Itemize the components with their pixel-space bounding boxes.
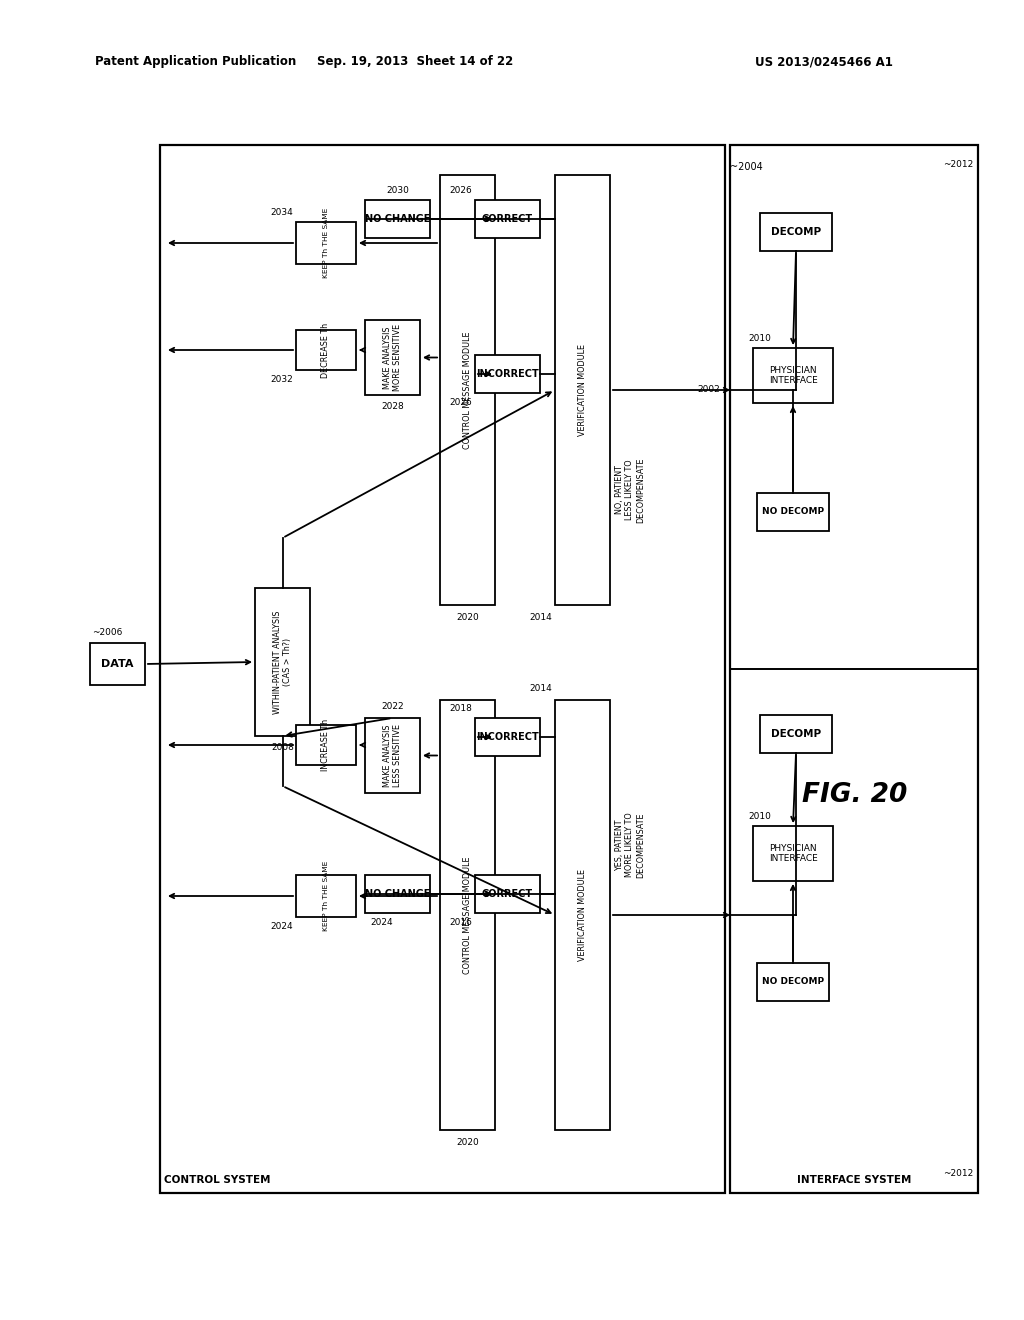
Bar <box>365 201 430 238</box>
Text: 2010: 2010 <box>748 334 771 343</box>
Bar <box>365 875 430 913</box>
Text: 2010: 2010 <box>748 812 771 821</box>
Text: INCORRECT: INCORRECT <box>476 370 539 379</box>
Bar <box>296 330 356 370</box>
Text: 2014: 2014 <box>529 684 552 693</box>
Text: 2020: 2020 <box>456 612 479 622</box>
Text: 2022: 2022 <box>381 702 403 711</box>
Bar <box>90 643 145 685</box>
Text: NO DECOMP: NO DECOMP <box>762 507 824 516</box>
Text: CONTROL SYSTEM: CONTROL SYSTEM <box>164 1175 270 1185</box>
Text: 2018: 2018 <box>450 704 472 713</box>
Text: Patent Application Publication: Patent Application Publication <box>95 55 296 69</box>
Bar <box>475 718 540 756</box>
Bar <box>753 826 833 880</box>
Bar <box>365 319 420 395</box>
Text: 2016: 2016 <box>450 917 472 927</box>
Text: CORRECT: CORRECT <box>482 214 534 224</box>
Bar <box>296 725 356 766</box>
Text: 2026: 2026 <box>450 399 472 407</box>
Bar <box>475 201 540 238</box>
Text: KEEP Th THE SAME: KEEP Th THE SAME <box>323 861 329 931</box>
Text: KEEP Th THE SAME: KEEP Th THE SAME <box>323 207 329 279</box>
Bar <box>760 715 831 752</box>
Text: PHYSICIAN
INTERFACE: PHYSICIAN INTERFACE <box>769 366 817 385</box>
Text: NO CHANGE: NO CHANGE <box>365 888 430 899</box>
Text: NO CHANGE: NO CHANGE <box>365 214 430 224</box>
Text: CONTROL MESSAGE MODULE: CONTROL MESSAGE MODULE <box>463 331 472 449</box>
Text: Sep. 19, 2013  Sheet 14 of 22: Sep. 19, 2013 Sheet 14 of 22 <box>316 55 513 69</box>
Text: 2024: 2024 <box>370 917 392 927</box>
Bar <box>757 492 829 531</box>
Text: 2020: 2020 <box>456 1138 479 1147</box>
Text: VERIFICATION MODULE: VERIFICATION MODULE <box>578 869 587 961</box>
Text: ~2004: ~2004 <box>730 162 763 172</box>
Text: 2026: 2026 <box>450 186 472 195</box>
Bar <box>365 718 420 793</box>
Bar <box>296 875 356 917</box>
Bar <box>555 176 610 605</box>
Bar <box>255 587 310 737</box>
Text: PHYSICIAN
INTERFACE: PHYSICIAN INTERFACE <box>769 843 817 863</box>
Bar <box>475 355 540 393</box>
Text: ~2012: ~2012 <box>943 1170 973 1177</box>
Text: US 2013/0245466 A1: US 2013/0245466 A1 <box>755 55 893 69</box>
Text: ~2006: ~2006 <box>92 628 123 638</box>
Bar <box>753 348 833 403</box>
Bar <box>760 213 831 251</box>
Text: INTERFACE SYSTEM: INTERFACE SYSTEM <box>797 1175 911 1185</box>
Text: 2024: 2024 <box>270 921 293 931</box>
Bar <box>555 700 610 1130</box>
Text: DECOMP: DECOMP <box>771 729 821 739</box>
Text: 2030: 2030 <box>386 186 409 195</box>
Text: 2014: 2014 <box>529 612 552 622</box>
Text: MAKE ANALYSIS
MORE SENSITIVE: MAKE ANALYSIS MORE SENSITIVE <box>383 323 402 391</box>
Text: 2028: 2028 <box>381 403 403 411</box>
Text: DECOMP: DECOMP <box>771 227 821 238</box>
Text: NO DECOMP: NO DECOMP <box>762 978 824 986</box>
Text: NO, PATIENT
LESS LIKELY TO
DECOMPENSATE: NO, PATIENT LESS LIKELY TO DECOMPENSATE <box>615 457 645 523</box>
Bar <box>440 176 495 605</box>
Text: CONTROL MESSAGE MODULE: CONTROL MESSAGE MODULE <box>463 857 472 974</box>
Text: DATA: DATA <box>101 659 134 669</box>
Bar <box>440 700 495 1130</box>
Text: 2032: 2032 <box>270 375 293 384</box>
Text: FIG. 20: FIG. 20 <box>803 781 907 808</box>
Text: 2034: 2034 <box>270 209 293 216</box>
Text: WITHIN-PATIENT ANALYSIS
(CAS > Th?): WITHIN-PATIENT ANALYSIS (CAS > Th?) <box>272 610 292 714</box>
Text: INCORRECT: INCORRECT <box>476 733 539 742</box>
Text: VERIFICATION MODULE: VERIFICATION MODULE <box>578 345 587 436</box>
Bar <box>757 964 829 1001</box>
Text: 2008: 2008 <box>271 743 294 752</box>
Text: INCREASE Th: INCREASE Th <box>322 719 331 771</box>
Text: DECREASE Th: DECREASE Th <box>322 322 331 378</box>
Text: ~2012: ~2012 <box>943 160 973 169</box>
Bar <box>730 145 978 1193</box>
Text: CORRECT: CORRECT <box>482 888 534 899</box>
Text: YES, PATIENT
MORE LIKELY TO
DECOMPENSATE: YES, PATIENT MORE LIKELY TO DECOMPENSATE <box>615 812 645 878</box>
Bar <box>296 222 356 264</box>
Bar <box>160 145 725 1193</box>
Text: 2002: 2002 <box>697 385 720 395</box>
Bar <box>475 875 540 913</box>
Text: MAKE ANALYSIS
LESS SENSITIVE: MAKE ANALYSIS LESS SENSITIVE <box>383 723 402 787</box>
